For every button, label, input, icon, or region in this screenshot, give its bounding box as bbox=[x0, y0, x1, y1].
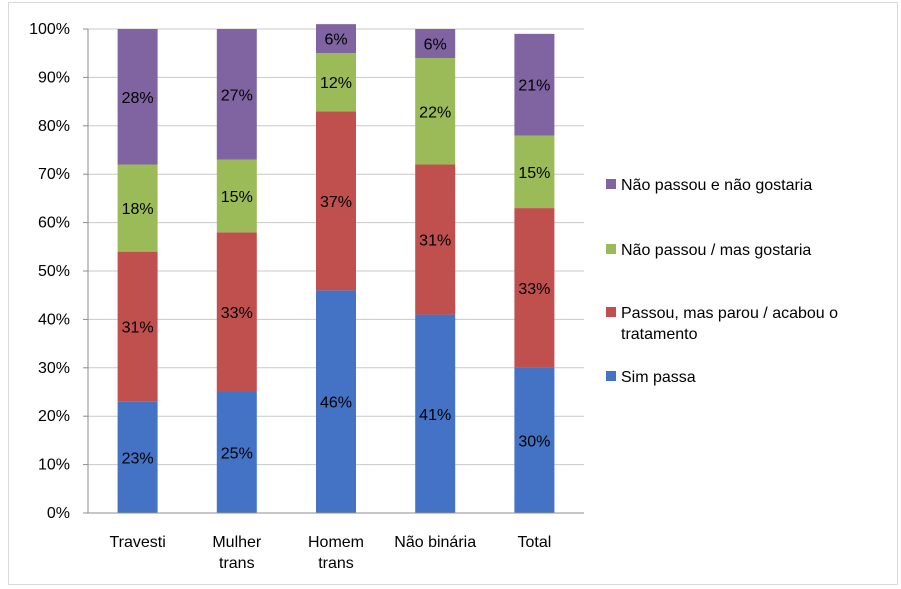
data-label: 28% bbox=[122, 90, 154, 107]
bar-segment bbox=[514, 33, 555, 136]
x-category-label: Total bbox=[518, 534, 552, 551]
data-label: 31% bbox=[419, 233, 451, 250]
bar-segment bbox=[316, 290, 356, 513]
bar-segment bbox=[117, 164, 158, 252]
bar-segment bbox=[514, 135, 555, 209]
x-category-label: Homem bbox=[308, 534, 364, 551]
x-category-label: trans bbox=[318, 555, 354, 572]
bar-segment bbox=[117, 251, 158, 402]
bar-segment bbox=[216, 232, 257, 392]
legend-label: Sim passa bbox=[621, 369, 696, 386]
data-label: 15% bbox=[518, 165, 550, 182]
x-category-label: Não binária bbox=[394, 534, 476, 551]
data-label: 15% bbox=[221, 189, 253, 206]
data-label: 21% bbox=[518, 78, 550, 95]
data-label: 6% bbox=[324, 32, 347, 49]
x-category-label: Mulher bbox=[212, 534, 262, 551]
data-label: 30% bbox=[518, 433, 550, 450]
legend-label: tratamento bbox=[621, 326, 698, 343]
bar-segment bbox=[117, 29, 158, 165]
x-category-label: Travesti bbox=[109, 534, 165, 551]
data-label: 6% bbox=[424, 37, 447, 54]
bar-segment bbox=[514, 367, 555, 513]
data-label: 41% bbox=[419, 407, 451, 424]
data-label: 37% bbox=[320, 194, 352, 211]
legend-swatch bbox=[606, 307, 616, 317]
bar-segment bbox=[216, 29, 257, 160]
bar-segment bbox=[117, 401, 158, 513]
bar-segment bbox=[216, 392, 257, 513]
y-tick-label: 40% bbox=[38, 311, 70, 328]
data-label: 46% bbox=[320, 395, 352, 412]
bar-segment bbox=[415, 314, 456, 513]
legend-label: Não passou e não gostaria bbox=[621, 177, 812, 194]
y-tick-label: 60% bbox=[38, 215, 70, 232]
data-label: 22% bbox=[419, 104, 451, 121]
bar-segment bbox=[316, 111, 356, 291]
y-tick-label: 20% bbox=[38, 408, 70, 425]
y-tick-label: 80% bbox=[38, 118, 70, 135]
bar-segment bbox=[415, 29, 456, 59]
data-label: 33% bbox=[221, 305, 253, 322]
legend-label: Passou, mas parou / acabou o bbox=[621, 305, 838, 322]
bar-segment bbox=[415, 164, 456, 315]
data-label: 27% bbox=[221, 87, 253, 104]
y-tick-label: 90% bbox=[38, 69, 70, 86]
legend-label: Não passou / mas gostaria bbox=[621, 242, 811, 259]
y-tick-label: 100% bbox=[29, 21, 70, 38]
data-label: 25% bbox=[221, 446, 253, 463]
y-tick-label: 70% bbox=[38, 166, 70, 183]
legend-swatch bbox=[606, 179, 616, 189]
bar-segment bbox=[316, 53, 356, 112]
y-tick-label: 30% bbox=[38, 360, 70, 377]
bar-segment bbox=[415, 58, 456, 165]
x-category-label: trans bbox=[219, 555, 255, 572]
data-label: 33% bbox=[518, 281, 550, 298]
data-label: 31% bbox=[122, 320, 154, 337]
bar-segment bbox=[316, 24, 356, 54]
legend-swatch bbox=[606, 244, 616, 254]
y-tick-label: 10% bbox=[38, 457, 70, 474]
bar-segment bbox=[216, 159, 257, 233]
bar-segment bbox=[514, 208, 555, 368]
data-label: 12% bbox=[320, 75, 352, 92]
y-tick-label: 50% bbox=[38, 263, 70, 280]
y-tick-label: 0% bbox=[47, 505, 70, 522]
legend-swatch bbox=[606, 371, 616, 381]
data-label: 18% bbox=[122, 201, 154, 218]
data-label: 23% bbox=[122, 450, 154, 467]
